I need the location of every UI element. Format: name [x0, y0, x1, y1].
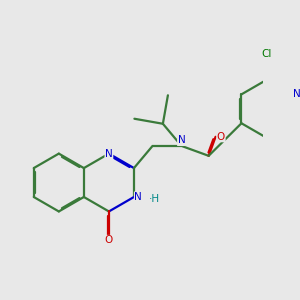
- Text: Cl: Cl: [261, 49, 272, 59]
- Text: N: N: [134, 192, 142, 202]
- Text: N: N: [105, 148, 113, 159]
- Text: N: N: [293, 89, 300, 99]
- Text: O: O: [105, 236, 113, 245]
- Text: O: O: [217, 132, 225, 142]
- Text: ·H: ·H: [149, 194, 160, 204]
- Text: N: N: [178, 136, 185, 146]
